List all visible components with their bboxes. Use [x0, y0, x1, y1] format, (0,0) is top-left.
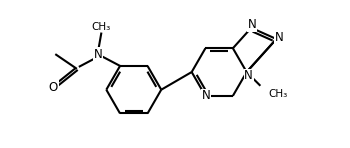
Text: CH₃: CH₃: [92, 22, 111, 32]
Text: CH₃: CH₃: [268, 89, 287, 99]
Text: N: N: [248, 18, 257, 31]
Text: N: N: [244, 69, 253, 82]
Text: N: N: [275, 30, 284, 44]
Text: O: O: [49, 81, 58, 94]
Text: N: N: [94, 48, 103, 61]
Text: N: N: [202, 89, 211, 102]
